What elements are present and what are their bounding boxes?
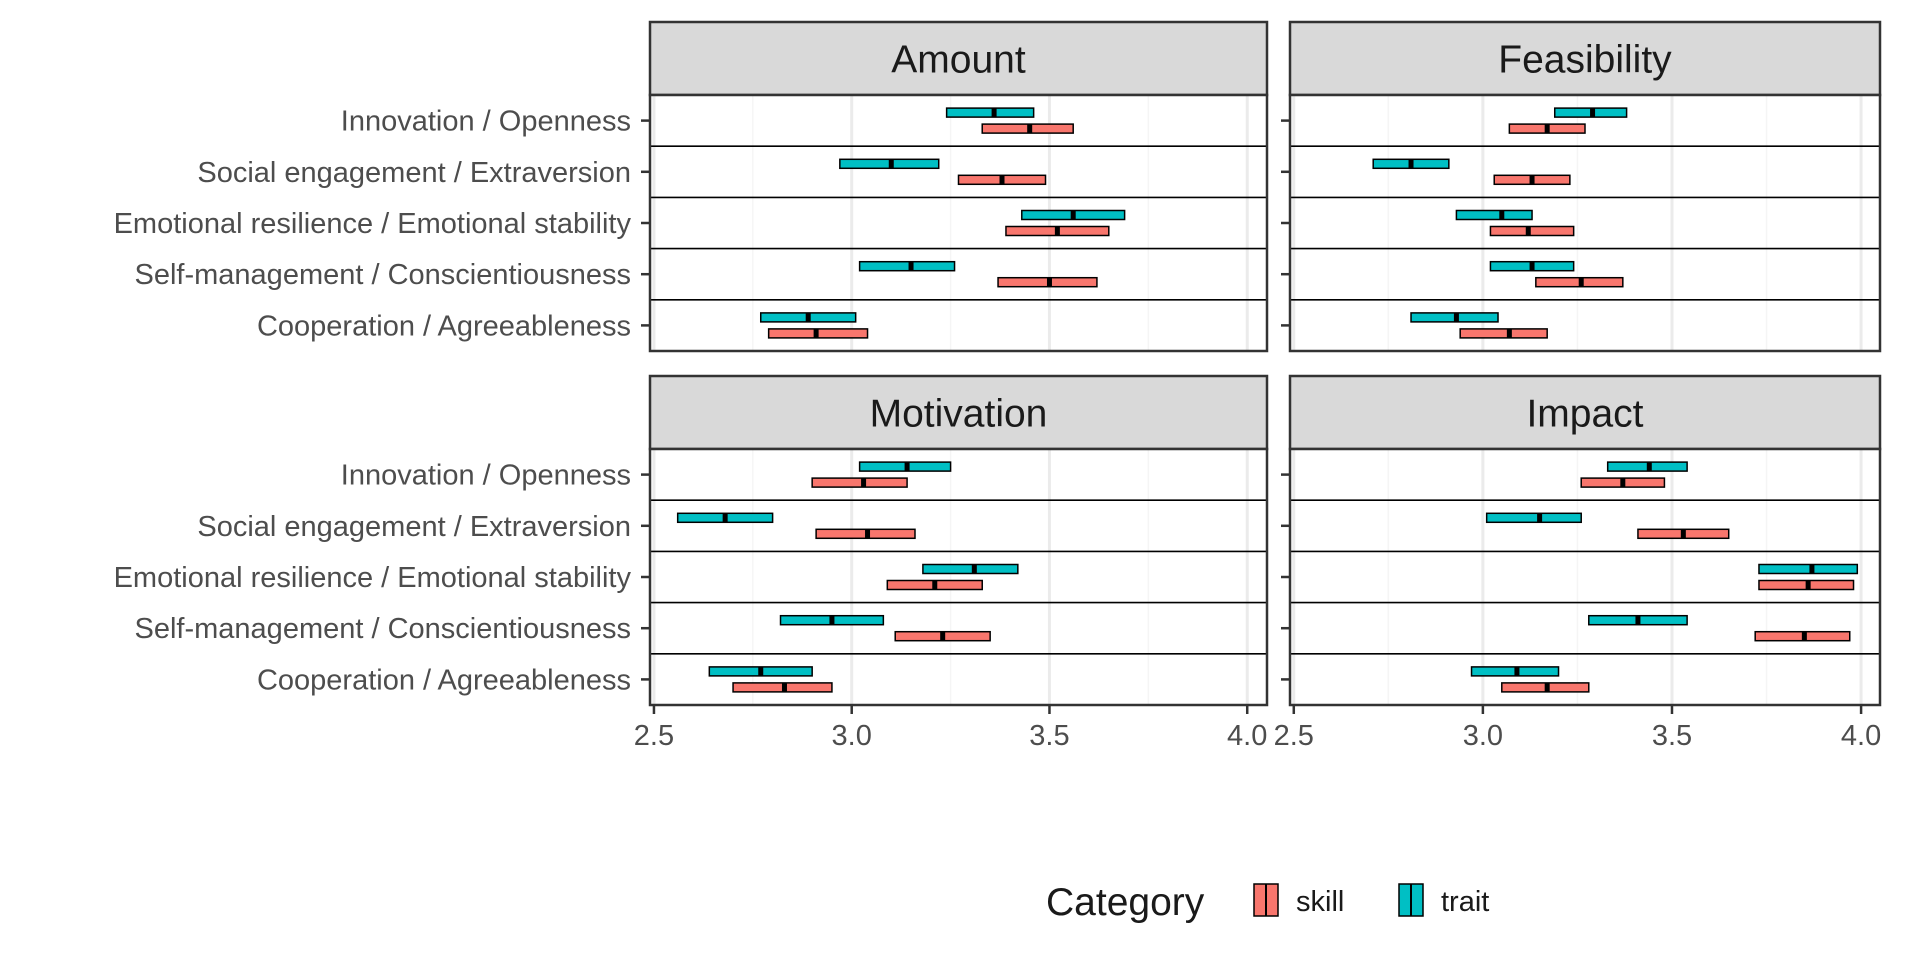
mean-marker-trait-emotional-resilience-emotional-stability <box>1499 210 1505 220</box>
crossbar-trait-emotional-resilience-emotional-stability <box>922 563 1019 575</box>
crossbar-trait-social-engagement-extraversion <box>1485 512 1582 524</box>
mean-marker-trait-innovation-openness <box>991 108 997 118</box>
mean-marker-skill-self-management-conscientiousness <box>1046 277 1052 287</box>
panel-border <box>1288 93 1882 353</box>
legend: Category skill trait <box>1046 881 1489 924</box>
facet-strip-motivation <box>648 374 1269 451</box>
mean-marker-skill-social-engagement-extraversion <box>999 175 1005 185</box>
mean-marker-skill-self-management-conscientiousness <box>1801 631 1807 641</box>
mean-marker-skill-innovation-openness <box>1027 124 1033 134</box>
crossbar-skill-innovation-openness <box>811 477 908 488</box>
x-tick-label-impact: 3.0 <box>1463 720 1503 752</box>
panel-background <box>650 95 1267 351</box>
facet-impact: Impact 2.5 3.0 3.5 4.0 <box>1274 374 1882 752</box>
mean-marker-trait-cooperation-agreeableness <box>1514 666 1520 676</box>
mean-marker-skill-innovation-openness <box>1620 478 1626 488</box>
panel-border <box>1288 447 1882 707</box>
x-tick-label-impact: 4.0 <box>1841 720 1881 752</box>
mean-marker-trait-social-engagement-extraversion <box>1537 513 1543 523</box>
facet-strip-amount <box>648 20 1269 97</box>
mean-marker-skill-social-engagement-extraversion <box>1529 175 1535 185</box>
mean-marker-trait-self-management-conscientiousness <box>1529 261 1535 271</box>
crossbar-trait-emotional-resilience-emotional-stability <box>1455 209 1533 221</box>
mean-marker-skill-emotional-resilience-emotional-stability <box>1805 580 1811 590</box>
mean-marker-trait-self-management-conscientiousness <box>1635 615 1641 625</box>
x-tick-label-impact: 3.5 <box>1652 720 1692 752</box>
category-label-innovation-openness: Innovation / Openness <box>341 460 631 492</box>
mean-marker-skill-emotional-resilience-emotional-stability <box>1525 226 1531 236</box>
mean-marker-trait-emotional-resilience-emotional-stability <box>1070 210 1076 220</box>
category-label-innovation-openness: Innovation / Openness <box>341 106 631 138</box>
crossbar-trait-self-management-conscientiousness <box>858 260 956 272</box>
x-tick-label-motivation: 4.0 <box>1227 720 1267 752</box>
mean-marker-skill-social-engagement-extraversion <box>1680 529 1686 539</box>
facet-motivation: Motivation Innovation / Openness Social en… <box>114 374 1269 752</box>
x-tick-label-impact: 2.5 <box>1274 720 1314 752</box>
mean-marker-trait-social-engagement-extraversion <box>1408 159 1414 169</box>
x-tick-label-motivation: 2.5 <box>634 720 674 752</box>
crossbar-trait-innovation-openness <box>945 107 1035 118</box>
category-label-cooperation-agreeableness: Cooperation / Agreeableness <box>257 310 631 342</box>
facet-amount: Amount Innovation / Openness Social engage… <box>114 20 1269 353</box>
crossbar-skill-cooperation-agreeableness <box>1459 328 1548 339</box>
category-label-emotional-resilience-emotional-stability: Emotional resilience / Emotional stabili… <box>114 562 632 594</box>
legend-label-skill: skill <box>1296 886 1344 918</box>
facet-strip-feasibility <box>1288 20 1882 97</box>
mean-marker-skill-cooperation-agreeableness <box>813 328 819 338</box>
facet-title-feasibility: Feasibility <box>1498 39 1672 82</box>
crossbar-skill-emotional-resilience-emotional-stability <box>1489 225 1575 237</box>
facet-title-motivation: Motivation <box>870 393 1048 436</box>
mean-marker-skill-self-management-conscientiousness <box>1578 277 1584 287</box>
mean-marker-skill-emotional-resilience-emotional-stability <box>932 580 938 590</box>
category-label-social-engagement-extraversion: Social engagement / Extraversion <box>197 157 631 189</box>
facet-strip-impact <box>1288 374 1882 451</box>
mean-marker-trait-innovation-openness <box>904 462 910 472</box>
mean-marker-skill-innovation-openness <box>1544 124 1550 134</box>
mean-marker-skill-innovation-openness <box>861 478 867 488</box>
crossbar-trait-emotional-resilience-emotional-stability <box>1758 563 1859 575</box>
mean-marker-skill-emotional-resilience-emotional-stability <box>1054 226 1060 236</box>
mean-marker-trait-cooperation-agreeableness <box>1453 312 1459 322</box>
mean-marker-trait-innovation-openness <box>1646 462 1652 472</box>
mean-marker-trait-emotional-resilience-emotional-stability <box>971 564 977 574</box>
category-label-self-management-conscientiousness: Self-management / Conscientiousness <box>135 259 631 291</box>
mean-marker-trait-cooperation-agreeableness <box>758 666 764 676</box>
category-label-self-management-conscientiousness: Self-management / Conscientiousness <box>135 613 631 645</box>
mean-marker-trait-self-management-conscientiousness <box>829 615 835 625</box>
mean-marker-trait-innovation-openness <box>1590 108 1596 118</box>
category-label-emotional-resilience-emotional-stability: Emotional resilience / Emotional stabili… <box>114 208 632 240</box>
mean-marker-skill-cooperation-agreeableness <box>1544 682 1550 692</box>
mean-marker-trait-social-engagement-extraversion <box>888 159 894 169</box>
mean-marker-skill-social-engagement-extraversion <box>865 529 871 539</box>
facet-feasibility: Feasibility <box>1281 20 1882 353</box>
legend-title: Category <box>1046 881 1205 924</box>
legend-label-trait: trait <box>1441 886 1489 918</box>
panel-border <box>648 447 1269 707</box>
facet-title-impact: Impact <box>1526 393 1643 436</box>
mean-marker-skill-self-management-conscientiousness <box>940 631 946 641</box>
x-tick-label-motivation: 3.0 <box>832 720 872 752</box>
mean-marker-trait-emotional-resilience-emotional-stability <box>1809 564 1815 574</box>
mean-marker-trait-self-management-conscientiousness <box>908 261 914 271</box>
category-label-social-engagement-extraversion: Social engagement / Extraversion <box>197 511 631 543</box>
x-tick-label-motivation: 3.5 <box>1029 720 1069 752</box>
mean-marker-skill-cooperation-agreeableness <box>1506 328 1512 338</box>
mean-marker-trait-social-engagement-extraversion <box>722 513 728 523</box>
facet-title-amount: Amount <box>891 39 1026 82</box>
panel-border <box>648 93 1269 353</box>
mean-marker-skill-cooperation-agreeableness <box>781 682 787 692</box>
category-label-cooperation-agreeableness: Cooperation / Agreeableness <box>257 664 631 696</box>
mean-marker-trait-cooperation-agreeableness <box>805 312 811 322</box>
